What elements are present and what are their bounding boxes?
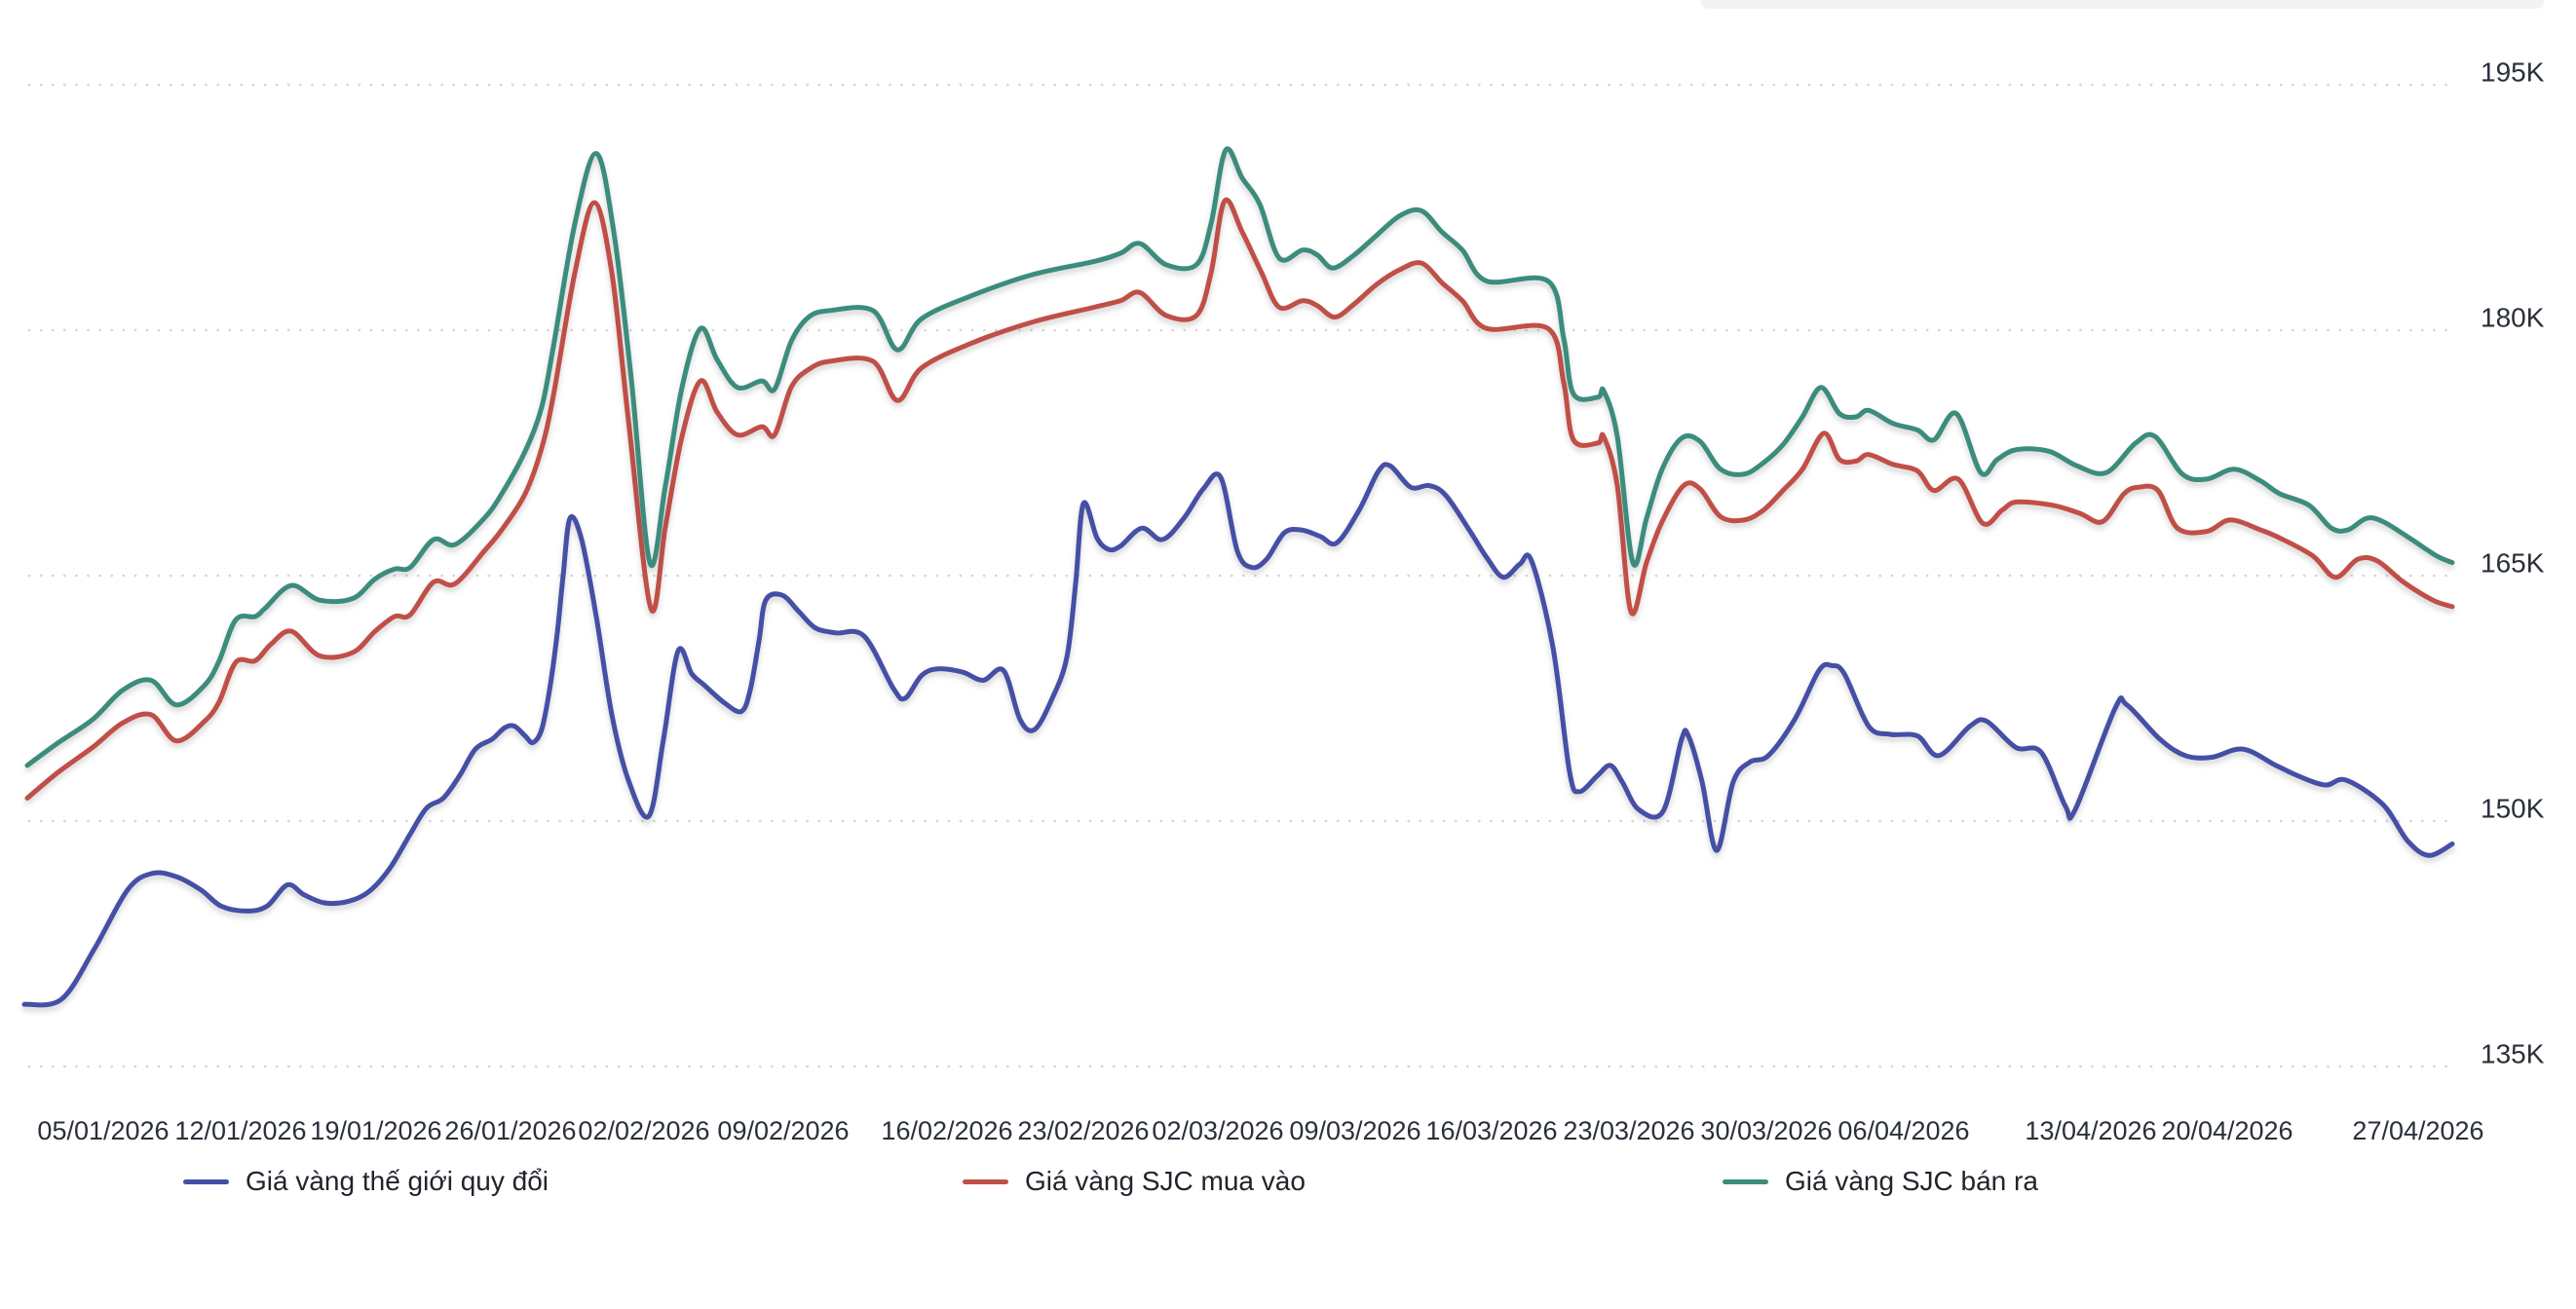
x-axis-tick-label: 05/01/2026 (37, 1116, 169, 1145)
x-axis-tick-label: 19/01/2026 (310, 1116, 441, 1145)
sjc-buy-line-swatch (963, 1178, 1008, 1184)
y-axis-tick-label: 135K (2481, 1038, 2545, 1068)
x-axis-tick-label: 09/03/2026 (1289, 1116, 1421, 1145)
x-axis-tick-label: 16/02/2026 (881, 1116, 1012, 1145)
y-axis-tick-label: 195K (2481, 56, 2545, 87)
x-axis-tick-label: 23/03/2026 (1563, 1116, 1694, 1145)
x-axis-tick-label: 02/02/2026 (578, 1116, 709, 1145)
legend-label: Giá vàng thế giới quy đổi (246, 1166, 549, 1196)
x-axis-tick-label: 16/03/2026 (1425, 1116, 1557, 1145)
y-axis-labels: 195K 180K 165K 150K 135K (2481, 56, 2545, 1068)
x-axis-labels: 05/01/2026 12/01/2026 19/01/2026 26/01/2026… (37, 1116, 2483, 1145)
world-gold-line-swatch (183, 1178, 229, 1184)
x-axis-tick-label: 26/01/2026 (444, 1116, 576, 1145)
legend-item-world-gold[interactable]: Giá vàng thế giới quy đổi (183, 1163, 549, 1200)
y-axis-tick-label: 165K (2481, 547, 2545, 578)
legend-item-sjc-buy[interactable]: Giá vàng SJC mua vào (963, 1163, 1306, 1200)
x-axis-tick-label: 13/04/2026 (2025, 1116, 2156, 1145)
legend-label: Giá vàng SJC mua vào (1025, 1166, 1306, 1196)
x-axis-tick-label: 30/03/2026 (1700, 1116, 1832, 1145)
legend-item-sjc-sell[interactable]: Giá vàng SJC bán ra (1723, 1163, 2038, 1200)
legend-label: Giá vàng SJC bán ra (1785, 1166, 2038, 1196)
x-axis-tick-label: 02/03/2026 (1152, 1116, 1283, 1145)
x-axis-tick-label: 09/02/2026 (717, 1116, 849, 1145)
x-axis-tick-label: 20/04/2026 (2161, 1116, 2292, 1145)
top-right-panel-edge (1700, 0, 2545, 9)
series-line-1 (24, 197, 2455, 801)
sjc-sell-line-swatch (1723, 1178, 1768, 1184)
x-axis-tick-label: 27/04/2026 (2352, 1116, 2483, 1145)
gridlines (27, 83, 2449, 1068)
series-line-0 (21, 462, 2455, 1008)
series-line-2 (24, 146, 2455, 768)
y-axis-tick-label: 150K (2481, 793, 2545, 823)
x-axis-tick-label: 12/01/2026 (174, 1116, 306, 1145)
x-axis-tick-label: 23/02/2026 (1017, 1116, 1149, 1145)
chart-legend: Giá vàng thế giới quy đổi Giá vàng SJC m… (0, 1163, 2576, 1202)
y-axis-tick-label: 180K (2481, 302, 2545, 332)
x-axis-tick-label: 06/04/2026 (1837, 1116, 1969, 1145)
series-lines (21, 146, 2455, 1008)
